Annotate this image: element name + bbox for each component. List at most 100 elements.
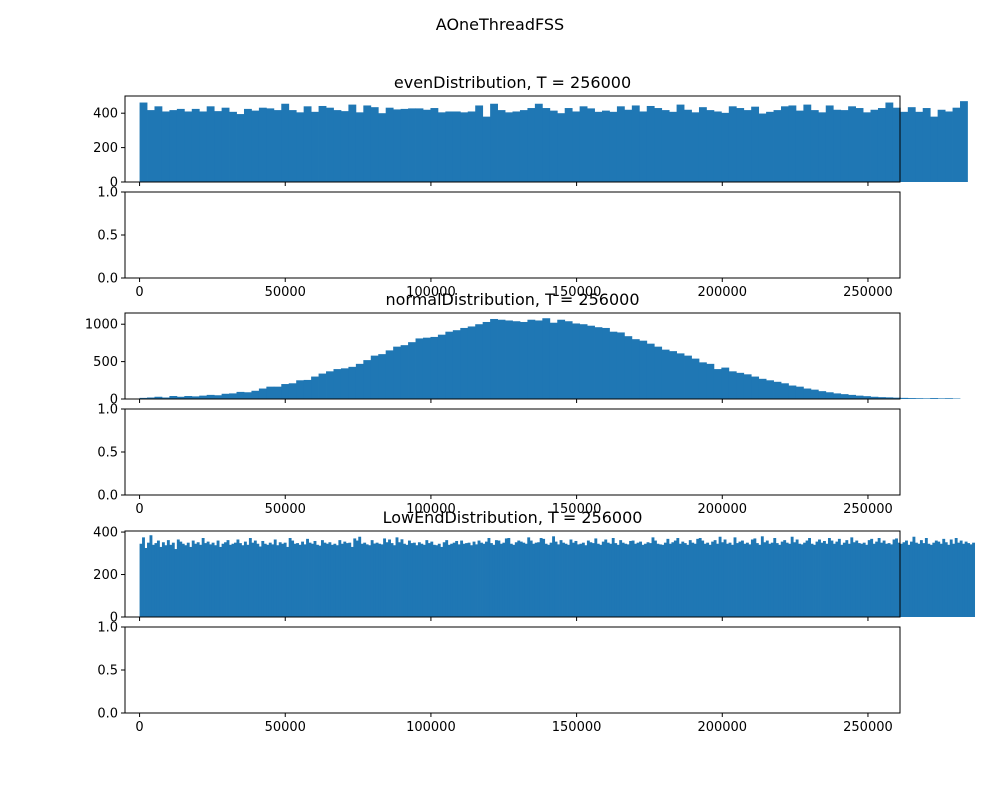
histogram-bar	[750, 539, 754, 617]
histogram-bar	[435, 545, 439, 617]
histogram-bar	[325, 543, 329, 617]
histogram-bar	[706, 110, 715, 182]
histogram-bar	[206, 394, 215, 399]
histogram-bar	[380, 544, 384, 617]
histogram-bar	[947, 544, 951, 617]
histogram-bars	[139, 318, 961, 399]
histogram-bar	[740, 540, 744, 617]
histogram-bar	[139, 543, 143, 617]
histogram-bar	[907, 398, 916, 399]
x-tick-label: 150000	[552, 502, 602, 517]
y-tick-label: 1.0	[97, 403, 118, 418]
histogram-bar	[624, 109, 633, 182]
histogram-bar	[915, 398, 924, 399]
histogram-bar	[751, 106, 760, 182]
y-tick-label: 0	[110, 393, 118, 408]
subplot-1: 0 200 400 evenDistribution, T = 256000	[93, 73, 968, 191]
histogram-bar	[890, 544, 893, 617]
histogram-bar	[587, 325, 595, 399]
histogram-bar	[783, 540, 787, 617]
histogram-bar	[611, 538, 615, 617]
histogram-bar	[848, 394, 856, 399]
histogram-bar	[952, 107, 961, 182]
histogram-bar	[383, 538, 387, 617]
histogram-bar	[224, 542, 227, 617]
histogram-bar	[624, 336, 633, 399]
histogram-bar	[586, 540, 590, 617]
histogram-bar	[490, 318, 498, 399]
histogram-bar	[684, 109, 692, 182]
histogram-bar	[539, 538, 543, 617]
histogram-bar	[594, 538, 598, 617]
y-tick-label: 0.5	[97, 229, 118, 244]
histogram-bar	[584, 545, 588, 617]
histogram-bar	[795, 386, 804, 399]
histogram-bar	[286, 546, 290, 617]
histogram-bar	[960, 101, 968, 182]
histogram-bar	[765, 540, 769, 617]
histogram-bar	[398, 542, 401, 617]
histogram-bar	[559, 540, 563, 617]
x-tick-label: 250000	[843, 285, 893, 300]
histogram-bar	[602, 327, 610, 399]
histogram-bar	[937, 109, 946, 182]
histogram-bar	[415, 545, 419, 617]
histogram-bar	[557, 113, 566, 182]
histogram-bar	[892, 539, 896, 617]
histogram-bar	[658, 544, 662, 617]
axes-frame	[124, 95, 901, 183]
histogram-bar	[596, 543, 600, 617]
histogram-bar	[862, 542, 866, 617]
histogram-bar	[753, 538, 757, 617]
histogram-bar	[147, 110, 155, 182]
histogram-bar	[318, 545, 322, 617]
histogram-bar	[552, 536, 556, 617]
histogram-bar	[870, 396, 879, 399]
histogram-bar	[678, 543, 682, 617]
histogram-bar	[726, 543, 729, 617]
histogram-bar	[368, 545, 372, 617]
histogram-bar	[393, 109, 402, 182]
histogram-bar	[452, 330, 461, 399]
histogram-bar	[477, 540, 481, 617]
histogram-bar	[355, 112, 364, 182]
histogram-bar	[564, 321, 573, 399]
histogram-bar	[462, 543, 466, 617]
histogram-bar	[214, 395, 223, 399]
histogram-bar	[572, 542, 575, 617]
histogram-bar	[661, 544, 665, 617]
x-tick-label: 100000	[406, 720, 456, 735]
histogram-bar	[601, 541, 605, 617]
histogram-bar	[810, 110, 819, 182]
histogram-bar	[939, 543, 943, 617]
histogram-bar	[564, 108, 573, 182]
histogram-bar	[564, 543, 568, 617]
histogram-bar	[579, 324, 588, 399]
histogram-bar	[475, 105, 484, 182]
histogram-bar	[505, 112, 513, 182]
histogram-bar	[417, 542, 421, 617]
histogram-bar	[945, 398, 953, 399]
histogram-bar	[572, 323, 581, 399]
histogram-bar	[892, 107, 901, 182]
histogram-bar	[698, 538, 702, 617]
histogram-bar	[825, 105, 834, 182]
histogram-bar	[169, 110, 178, 182]
histogram-bar	[875, 541, 879, 617]
histogram-bar	[156, 540, 160, 617]
histogram-bar	[452, 111, 461, 182]
histogram-bar	[743, 110, 752, 182]
histogram-bar	[567, 544, 570, 617]
histogram-bar	[703, 543, 707, 617]
histogram-bar	[778, 544, 782, 617]
x-tick-label: 200000	[697, 285, 747, 300]
histogram-bar	[895, 538, 898, 617]
histogram-bar	[641, 544, 645, 617]
histogram-bar	[161, 397, 170, 399]
histogram-bar	[562, 542, 565, 617]
x-tick-label: 0	[135, 502, 143, 517]
x-tick-label: 50000	[265, 285, 306, 300]
histogram-bar	[296, 380, 305, 399]
histogram-bar	[952, 543, 956, 617]
histogram-bar	[736, 543, 739, 617]
